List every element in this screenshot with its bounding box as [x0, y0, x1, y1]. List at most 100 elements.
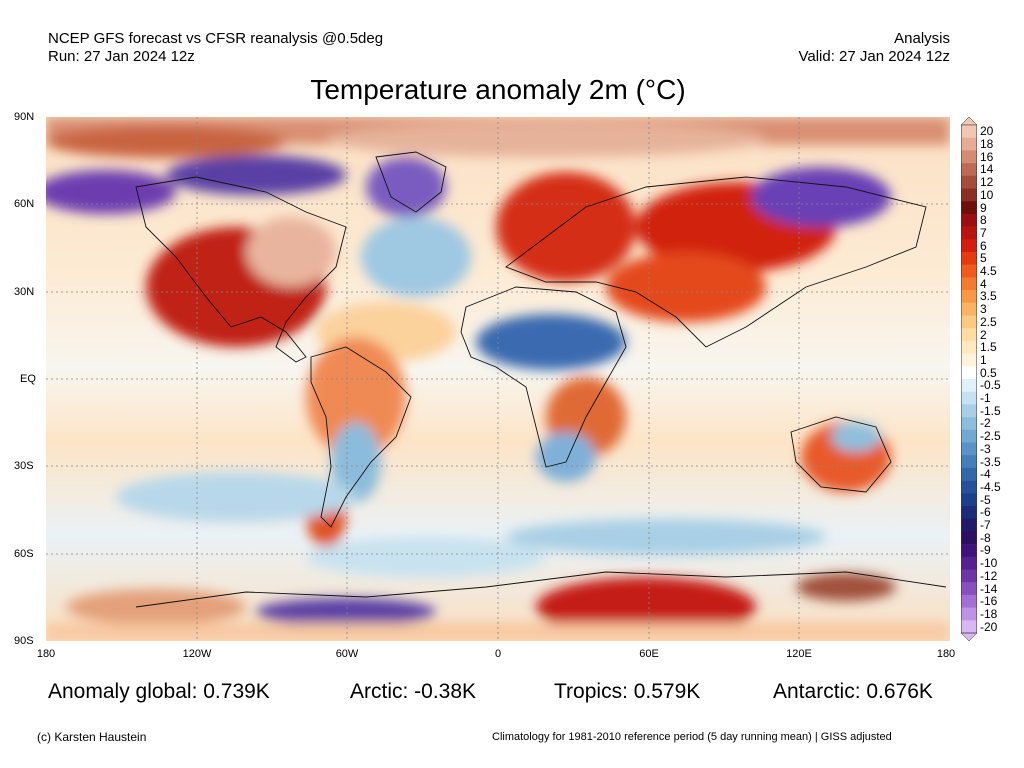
colorbar-tick-label: 1 [980, 352, 987, 367]
colorbar-tick-label: -0.5 [980, 378, 1001, 393]
colorbar-swatch [961, 226, 977, 240]
colorbar-tick-label: -20 [980, 619, 998, 634]
colorbar-swatch [961, 175, 977, 189]
colorbar-swatch [961, 290, 977, 304]
anomaly-field [36, 117, 950, 641]
colorbar-tick-label: 2.5 [980, 314, 997, 329]
lon-label-60e: 60E [639, 648, 659, 660]
colorbar-tick-label: 18 [980, 137, 994, 152]
colorbar-swatch [961, 379, 977, 392]
lat-label-30n: 30N [14, 286, 35, 298]
colorbar-tick-label: 6 [980, 238, 987, 253]
colorbar-tick-label: 2 [980, 327, 987, 342]
lon-label-60w: 60W [335, 648, 359, 660]
colorbar-tick-label: 4 [980, 276, 987, 291]
lon-label-120e: 120E [786, 648, 812, 660]
colorbar-swatch [961, 163, 977, 177]
colorbar-swatch [961, 442, 977, 456]
colorbar-swatch [961, 455, 977, 469]
colorbar-tick-label: -9 [980, 543, 991, 558]
colorbar-frame [961, 124, 977, 634]
colorbar-swatch [961, 417, 977, 431]
colorbar-swatch [961, 188, 977, 202]
colorbar-swatch [961, 277, 977, 291]
lat-label-90s: 90S [14, 635, 34, 647]
lat-label-eq: EQ [20, 373, 36, 385]
colorbar-swatch [961, 404, 977, 418]
colorbar-swatch [961, 366, 977, 380]
colorbar-tick-label: 16 [980, 149, 994, 164]
colorbar-tick-label: 20 [980, 124, 994, 139]
graticule [46, 117, 950, 641]
colorbar-tick-label: -5 [980, 492, 991, 507]
colorbar-swatch [961, 340, 977, 354]
analysis-label: Analysis [894, 30, 950, 47]
map-canvas [36, 117, 950, 641]
lat-label-90n: 90N [14, 111, 35, 123]
lat-label-60n: 60N [14, 198, 35, 210]
colorbar-max-arrow [961, 117, 977, 126]
colorbar-swatch [961, 328, 977, 342]
lat-label-30s: 30S [14, 460, 34, 472]
colorbar-swatch [961, 302, 977, 316]
colorbar-min-arrow [961, 632, 977, 641]
colorbar-tick-label: -7 [980, 518, 991, 533]
colorbar-swatch [961, 353, 977, 367]
colorbar-swatch [961, 594, 977, 608]
colorbar-tick-label: -3.5 [980, 454, 1001, 469]
colorbar-swatch [961, 506, 977, 519]
colorbar-swatch [961, 213, 977, 227]
colorbar-tick-label: 9 [980, 200, 987, 215]
header-left: NCEP GFS forecast vs CFSR reanalysis @0.… [48, 30, 383, 66]
colorbar-tick-label: 7 [980, 225, 987, 240]
colorbar-tick-label: -16 [980, 594, 998, 609]
climatology-note: Climatology for 1981-2010 reference peri… [492, 731, 892, 743]
stat-tropics: Tropics: 0.579K [554, 680, 701, 703]
colorbar-swatch [961, 569, 977, 583]
colorbar-tick-label: -6 [980, 505, 991, 520]
colorbar-swatch [961, 429, 977, 443]
lat-label-60s: 60S [14, 548, 34, 560]
valid-time: Valid: 27 Jan 2024 12z [798, 48, 950, 65]
colorbar-tick-label: 10 [980, 187, 994, 202]
colorbar-swatch [961, 201, 977, 215]
lon-label-0: 0 [494, 648, 502, 660]
colorbar-swatch [961, 264, 977, 278]
colorbar-swatch [961, 556, 977, 570]
colorbar-swatch [961, 620, 977, 634]
colorbar-swatch [961, 544, 977, 558]
colorbar-tick-label: -4.5 [980, 479, 1001, 494]
colorbar-tick-label: -4 [980, 467, 991, 482]
colorbar-swatch [961, 467, 977, 481]
colorbar-swatch [961, 493, 977, 507]
colorbar-tick-label: 3 [980, 302, 987, 317]
colorbar-tick-label: -10 [980, 556, 998, 571]
colorbar-swatch [961, 125, 977, 138]
run-time: Run: 27 Jan 2024 12z [48, 48, 195, 65]
colorbar-swatch [961, 480, 977, 494]
colorbar-swatch [961, 518, 977, 532]
colorbar-tick-label: 4.5 [980, 264, 997, 279]
colorbar-tick-label: 12 [980, 175, 994, 190]
colorbar-swatch [961, 252, 977, 265]
colorbar-tick-label: 8 [980, 213, 987, 228]
colorbar-tick-label: 1.5 [980, 340, 997, 355]
colorbar-tick-label: 0.5 [980, 365, 997, 380]
stat-antarctic: Antarctic: 0.676K [773, 680, 933, 703]
map-title: Temperature anomaly 2m (°C) [310, 74, 686, 105]
colorbar-swatch [961, 150, 977, 164]
copyright: (c) Karsten Haustein [37, 730, 147, 744]
colorbar [961, 117, 977, 641]
colorbar-tick-label: -8 [980, 530, 991, 545]
lon-label-120w: 120W [182, 648, 212, 660]
colorbar-tick-label: -12 [980, 568, 998, 583]
colorbar-tick-label: 14 [980, 162, 994, 177]
temperature-anomaly-map [36, 117, 950, 641]
model-description: NCEP GFS forecast vs CFSR reanalysis @0.… [48, 30, 384, 47]
colorbar-swatch [961, 607, 977, 621]
colorbar-swatch [961, 137, 977, 151]
lon-label-180w: 180 [36, 648, 56, 660]
coastlines [135, 151, 947, 608]
colorbar-swatch [961, 315, 977, 329]
colorbar-swatch [961, 582, 977, 596]
